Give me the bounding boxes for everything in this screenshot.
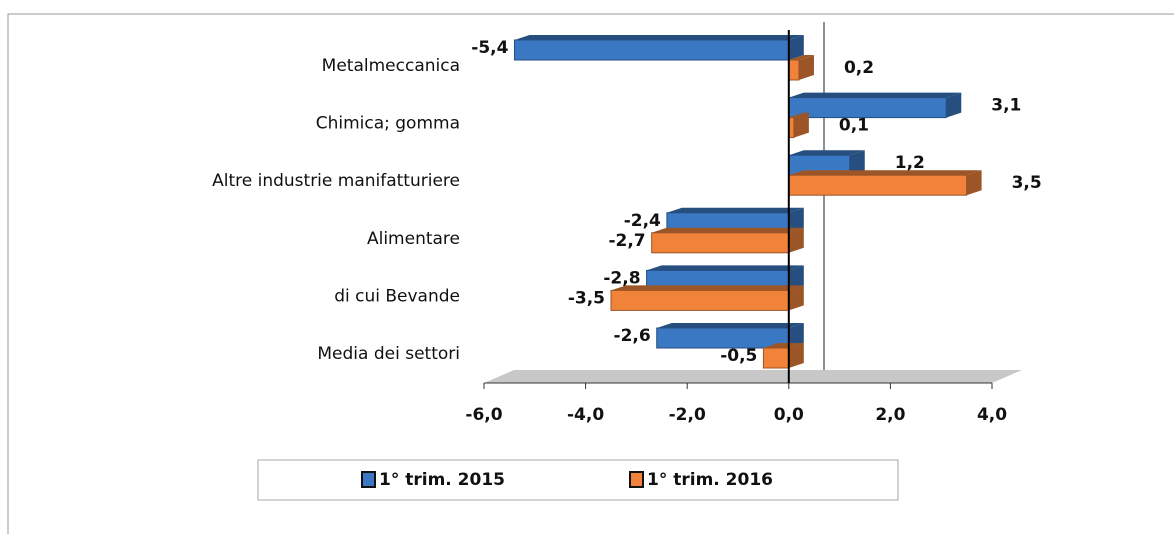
bar xyxy=(788,97,947,119)
bar-top xyxy=(788,150,865,156)
legend-swatch xyxy=(629,471,644,488)
bar-side xyxy=(966,170,982,196)
y-tick-label: Alimentare xyxy=(367,229,460,249)
bar-top xyxy=(611,285,804,291)
value-label: -2,6 xyxy=(614,326,651,346)
legend-label: 1° trim. 2015 xyxy=(379,470,505,490)
bar-side xyxy=(788,285,804,311)
x-tick-label: -2,0 xyxy=(669,405,706,425)
x-tick-label: 2,0 xyxy=(875,405,905,425)
y-tick-label: di cui Bevande xyxy=(334,286,460,306)
x-tick-label: -6,0 xyxy=(465,405,502,425)
bar-side xyxy=(788,207,804,233)
bar xyxy=(656,327,790,349)
bar-top xyxy=(666,207,804,213)
bar-top xyxy=(514,35,804,40)
bar-top xyxy=(656,323,804,328)
bar-side xyxy=(849,150,865,176)
y-tick-label: Altre industrie manifatturiere xyxy=(212,171,460,191)
y-tick-label: Chimica; gomma xyxy=(316,114,460,134)
value-label: -2,8 xyxy=(603,268,640,288)
bar-top xyxy=(763,343,804,348)
x-tick-label: 4,0 xyxy=(977,405,1007,425)
bar-side xyxy=(798,55,814,80)
y-tick-label: Media dei settori xyxy=(317,344,460,364)
bar-side xyxy=(946,92,962,118)
bar-side xyxy=(788,323,804,348)
y-tick-label: Metalmeccanica xyxy=(322,56,460,76)
value-label: 3,5 xyxy=(1012,173,1042,193)
bar-top xyxy=(651,227,804,233)
bar-top xyxy=(788,92,962,98)
value-label: 1,2 xyxy=(895,153,925,173)
bar-top xyxy=(646,265,804,271)
floor xyxy=(484,370,1022,383)
value-label: 0,2 xyxy=(844,58,874,78)
bar xyxy=(788,174,968,196)
bar xyxy=(651,232,790,254)
bar-side xyxy=(788,343,804,368)
legend-swatch xyxy=(361,471,376,488)
value-label: -2,4 xyxy=(624,211,661,231)
bar xyxy=(610,289,790,311)
bar xyxy=(762,347,790,369)
chart-frame xyxy=(7,13,1174,534)
bar-side xyxy=(788,227,804,253)
bar-top xyxy=(788,170,982,176)
bar-side xyxy=(788,35,804,60)
bar-top xyxy=(788,55,814,60)
value-label: -5,4 xyxy=(471,38,508,58)
value-label: 0,1 xyxy=(839,116,869,136)
bar-top xyxy=(788,112,809,118)
value-label: 3,1 xyxy=(991,96,1021,116)
bar xyxy=(513,39,790,61)
x-tick-label: 0,0 xyxy=(774,405,804,425)
value-label: -2,7 xyxy=(608,231,645,251)
x-tick-label: -4,0 xyxy=(567,405,604,425)
bar-side xyxy=(793,112,809,138)
bar xyxy=(788,59,800,81)
value-label: -3,5 xyxy=(568,288,605,308)
legend-box xyxy=(257,459,899,501)
legend-label: 1° trim. 2016 xyxy=(647,470,773,490)
bar-side xyxy=(788,265,804,291)
value-label: -0,5 xyxy=(720,346,757,366)
